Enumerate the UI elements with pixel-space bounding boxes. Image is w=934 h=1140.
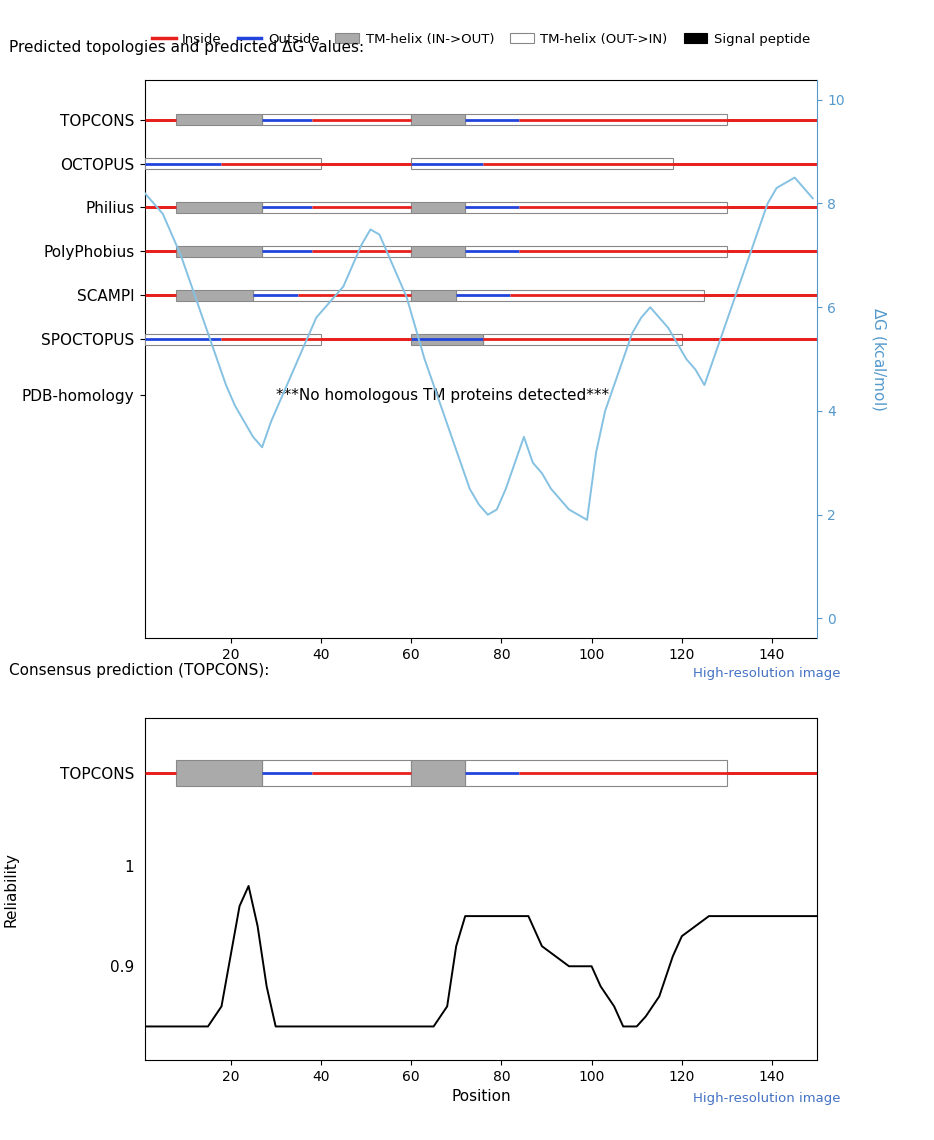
Text: High-resolution image: High-resolution image [693,667,841,679]
Bar [177,760,262,785]
Bar [177,202,262,213]
Text: Predicted topologies and predicted ΔG values:: Predicted topologies and predicted ΔG va… [9,40,364,55]
Bar [411,246,465,256]
Legend: Inside, Outside, TM-helix (IN->OUT), TM-helix (OUT->IN), Signal peptide: Inside, Outside, TM-helix (IN->OUT), TM-… [147,27,815,51]
Text: Consensus prediction (TOPCONS):: Consensus prediction (TOPCONS): [9,663,270,678]
Bar [253,290,411,301]
Bar [411,760,465,785]
Bar [456,290,704,301]
Bar [145,158,320,169]
Bar [411,334,483,344]
Bar [177,290,253,301]
X-axis label: Position: Position [451,1090,511,1105]
Bar [411,290,456,301]
Bar [177,114,262,125]
Text: ***No homologous TM proteins detected***: ***No homologous TM proteins detected*** [276,388,609,402]
Bar [262,114,411,125]
Text: High-resolution image: High-resolution image [693,1092,841,1105]
Bar [465,760,727,785]
Bar [465,246,727,256]
Bar [465,114,727,125]
Bar [411,202,465,213]
Bar [145,334,320,344]
Bar [262,202,411,213]
Bar [465,202,727,213]
Bar [411,114,465,125]
Y-axis label: Reliability: Reliability [4,852,19,927]
Bar [411,158,672,169]
Bar [177,246,262,256]
Bar [262,246,411,256]
Bar [262,760,411,785]
Y-axis label: $\Delta$G (kcal/mol): $\Delta$G (kcal/mol) [870,307,887,412]
Bar [483,334,682,344]
